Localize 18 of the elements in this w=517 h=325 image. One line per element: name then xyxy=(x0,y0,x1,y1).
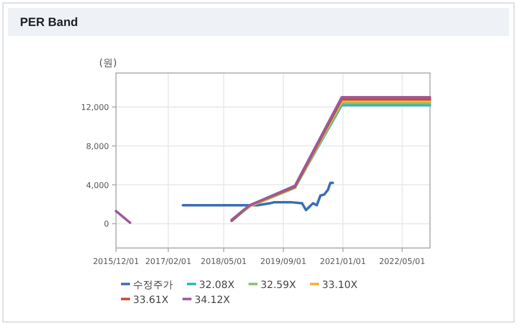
x-tick-label: 2015/12/01 xyxy=(92,257,140,266)
legend-label: 32.08X xyxy=(199,280,235,291)
y-tick-label: 8,000 xyxy=(86,142,109,151)
x-tick-label: 2017/02/01 xyxy=(145,257,192,266)
x-tick-label: 2018/05/01 xyxy=(200,257,247,266)
x-tick-label: 2022/05/01 xyxy=(379,257,426,266)
chart-title: PER Band xyxy=(20,15,78,29)
legend-label: 34.12X xyxy=(194,295,230,306)
legend-label: 32.59X xyxy=(260,280,296,291)
legend-label: 33.61X xyxy=(133,295,169,306)
y-axis-title: (원) xyxy=(99,58,117,69)
x-tick-label: 2021/01/01 xyxy=(320,257,366,266)
y-tick-label: 12,000 xyxy=(81,103,109,112)
y-tick-label: 0 xyxy=(104,220,109,229)
legend-label: 33.10X xyxy=(322,280,358,291)
x-tick-label: 2019/09/01 xyxy=(260,257,306,266)
y-tick-label: 4,000 xyxy=(86,180,109,190)
legend-label: 수정주가 xyxy=(133,280,173,291)
